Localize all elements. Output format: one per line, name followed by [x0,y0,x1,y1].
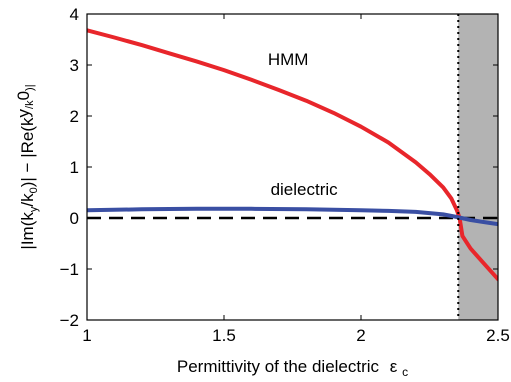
annotation-label: HMM [268,50,309,69]
y-axis-label-text: )| − |Re(k [18,117,37,187]
annotation-label: dielectric [271,180,339,199]
y-axis-label-text: y [14,108,33,117]
axes: 1 1.5 2 2.5 −2 −1 0 1 2 3 4 HMM dielectric [60,5,510,345]
y-axis-label-text: 0 [14,91,33,100]
x-axis-label: Permittivity of the dielectric ε c [177,357,408,379]
labels: Permittivity of the dielectric ε c |Im(k… [14,84,408,379]
series-group [87,28,498,282]
series-line-HMM [87,28,498,282]
x-tick-label: 2.5 [486,326,510,345]
y-tick-label: 1 [70,158,79,177]
y-tick-label: −1 [60,260,79,279]
x-tick-label: 1.5 [212,326,236,345]
y-tick-label: 0 [70,209,79,228]
series-line-dielectric [87,206,498,227]
y-tick-label: 3 [70,56,79,75]
y-axis-label-text: /k [18,193,37,207]
y-tick-label: 2 [70,107,79,126]
y-axis-label-subscript: )| [24,84,36,91]
y-axis-label: |Im(ky/k0)| − |Re(ky/k0)| [14,84,40,249]
y-axis-label-subscript: y [28,206,40,212]
x-tick-label: 2 [356,326,365,345]
y-tick-label: 4 [70,5,79,24]
y-axis-label-text: |Im(k [18,212,37,250]
y-axis-label-subscript: /k [24,100,36,109]
x-tick-label: 1 [82,326,91,345]
x-axis-label-symbol: ε [390,357,398,376]
y-axis-label-subscript: 0 [28,187,40,193]
y-tick-label: −2 [60,311,79,330]
x-axis-label-subscript: c [402,365,408,379]
plot-area [87,14,498,320]
x-axis-label-text: Permittivity of the dielectric [177,357,380,376]
